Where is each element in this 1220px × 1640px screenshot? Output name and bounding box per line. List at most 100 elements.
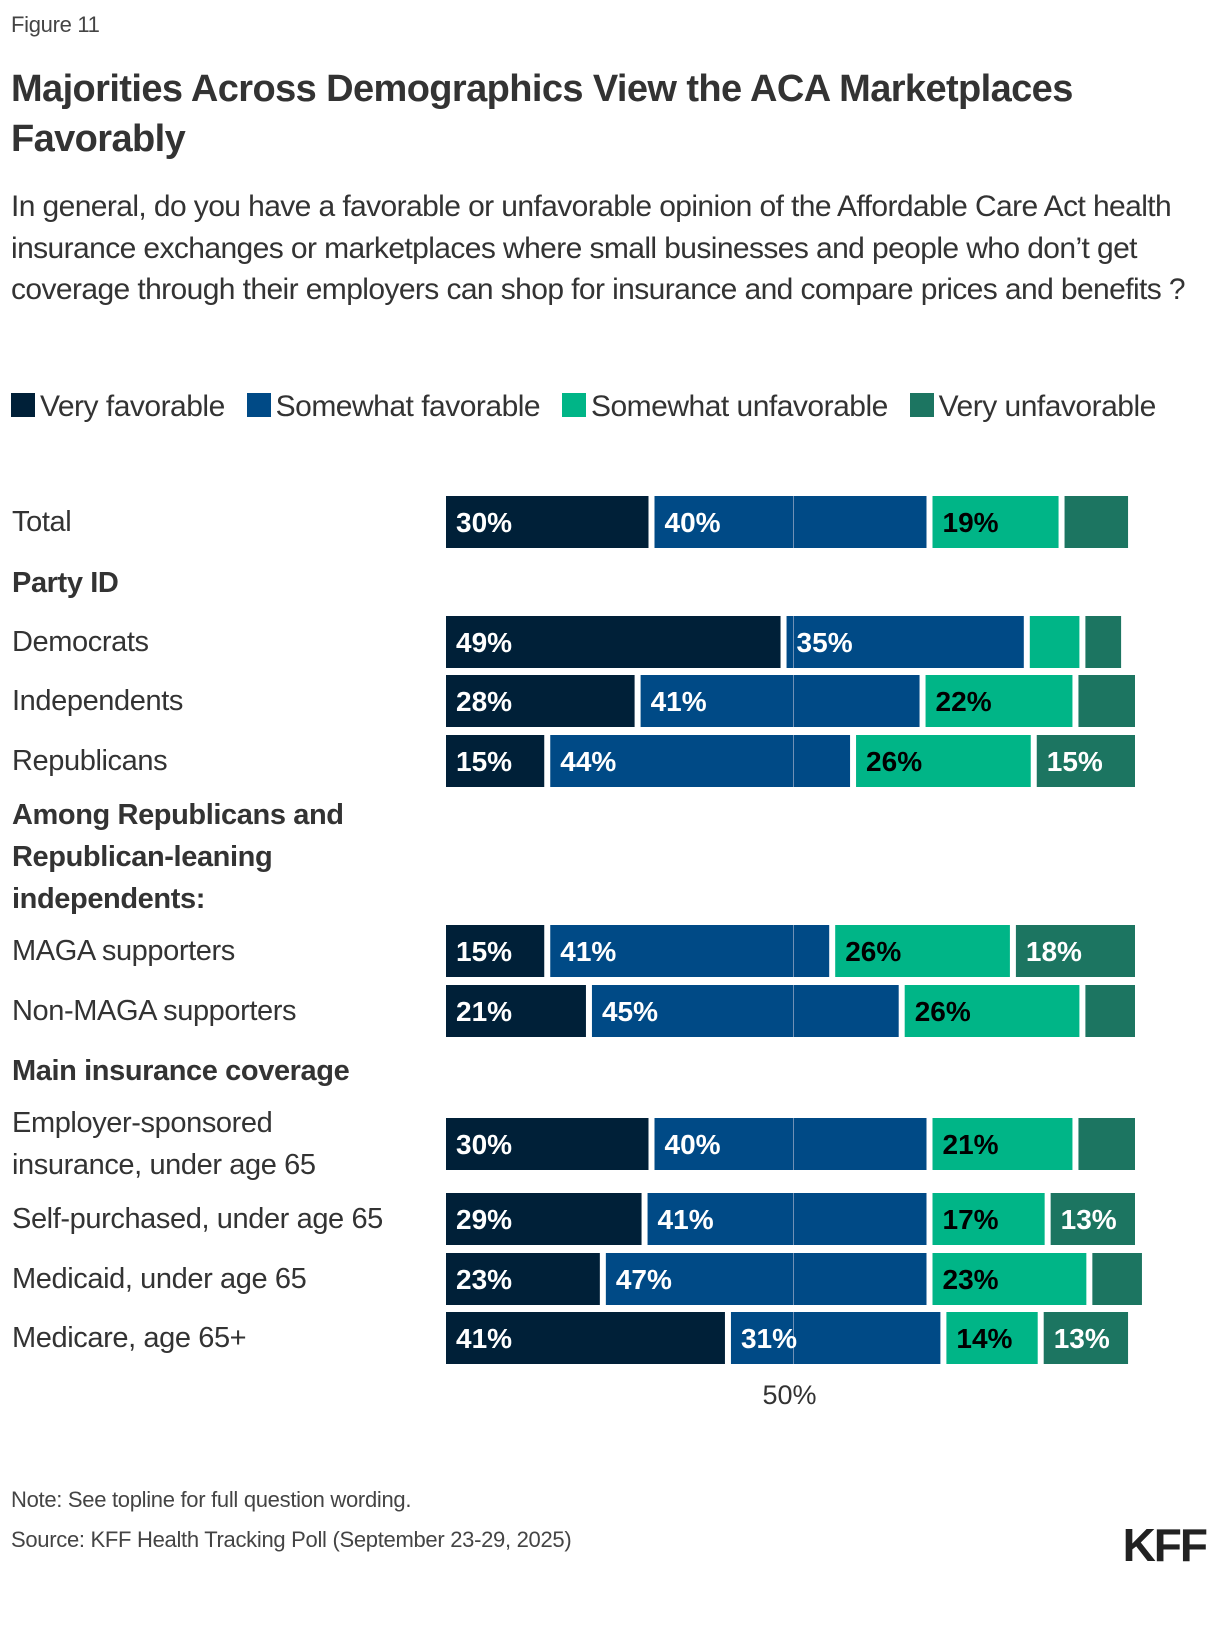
legend-label: Very favorable (40, 390, 225, 423)
bar-segment-very-favorable (446, 1312, 725, 1364)
bar-segment-somewhat-favorable (654, 1118, 927, 1170)
group-header-main-insurance-coverage: Main insurance coverage (12, 1055, 350, 1087)
legend-swatch-somewhat-unfavorable (561, 393, 586, 417)
legend-label: Somewhat favorable (275, 390, 541, 423)
data-label: 30% (456, 1129, 512, 1160)
bar-segment-very-unfavorable (1015, 925, 1135, 977)
bar-segment-very-unfavorable (1078, 1118, 1135, 1170)
legend-item-somewhat-unfavorable: Somewhat unfavorable (561, 390, 888, 423)
data-label: 13% (1054, 1323, 1110, 1354)
data-label: 15% (456, 746, 512, 777)
bar-segment-very-unfavorable (1050, 1193, 1135, 1245)
row-label: Independents (12, 685, 183, 717)
bar-segment-very-favorable (446, 675, 635, 727)
data-label: 23% (456, 1264, 512, 1295)
bar-segment-somewhat-favorable (640, 675, 920, 727)
legend: Very favorable Somewhat favorable Somewh… (11, 380, 1191, 433)
bar-segment-somewhat-unfavorable (925, 675, 1073, 727)
data-label: 13% (1061, 1204, 1117, 1235)
bar-row-medicaid-under-age-65: 23% 47% 23% (446, 1253, 1142, 1305)
bar-segment-very-unfavorable (1085, 616, 1122, 668)
bar-segment-very-favorable (446, 616, 781, 668)
row-label: Non-MAGA supporters (12, 995, 297, 1027)
row-label: Employer-sponsored insurance, under age … (12, 1107, 316, 1181)
kff-logo: KFF (1122, 1519, 1208, 1571)
data-label: 26% (915, 996, 971, 1027)
data-label: 31% (741, 1323, 797, 1354)
bar-segment-somewhat-favorable (654, 496, 927, 548)
bar-row-maga-supporters: 15% 41% 26% 18% (446, 925, 1135, 977)
data-label: 29% (456, 1204, 512, 1235)
source-text: Source: KFF Health Tracking Poll (Septem… (11, 1527, 572, 1552)
bar-segment-very-favorable (446, 1193, 642, 1245)
bar-segment-somewhat-favorable (730, 1312, 941, 1364)
bar-row-independents: 28% 41% 22% (446, 675, 1135, 727)
figure-label: Figure 11 (11, 12, 100, 37)
data-label: 41% (560, 936, 616, 967)
row-label: MAGA supporters (12, 935, 235, 967)
bar-row-self-purchased-under-age-65: 29% 41% 17% 13% (446, 1193, 1135, 1245)
data-label: 22% (936, 686, 992, 717)
data-label: 23% (943, 1264, 999, 1295)
data-label: 21% (943, 1129, 999, 1160)
bar-row-total: 30% 40% 19% (446, 496, 1129, 548)
bar-row-non-maga-supporters: 21% 45% 26% (446, 985, 1135, 1037)
data-label: 41% (658, 1204, 714, 1235)
data-label: 35% (797, 627, 853, 658)
data-label: 40% (665, 507, 721, 538)
data-label: 17% (943, 1204, 999, 1235)
bar-segment-somewhat-unfavorable (904, 985, 1080, 1037)
bar-segment-somewhat-favorable (605, 1253, 927, 1305)
legend-label: Somewhat unfavorable (590, 390, 888, 423)
bar-segment-very-unfavorable (1078, 675, 1135, 727)
row-label: Medicaid, under age 65 (12, 1263, 307, 1295)
data-label: 45% (602, 996, 658, 1027)
legend-item-very-unfavorable: Very unfavorable (909, 390, 1156, 423)
bar-segment-somewhat-favorable (786, 616, 1024, 668)
data-label: 15% (456, 936, 512, 967)
data-label: 41% (651, 686, 707, 717)
row-label: Democrats (12, 626, 149, 658)
bar-segment-somewhat-unfavorable (835, 925, 1010, 977)
chart-subtitle: In general, do you have a favorable or u… (11, 190, 1186, 306)
bar-segment-somewhat-favorable (591, 985, 899, 1037)
data-label: 41% (456, 1323, 512, 1354)
bar-segment-very-unfavorable (1092, 1253, 1142, 1305)
row-label: Republicans (12, 745, 168, 777)
bar-segment-somewhat-favorable (647, 1193, 927, 1245)
data-label: 18% (1026, 936, 1082, 967)
bar-segment-somewhat-favorable (550, 925, 830, 977)
legend-item-somewhat-favorable: Somewhat favorable (246, 390, 541, 423)
bar-segment-somewhat-unfavorable (932, 496, 1059, 548)
bar-segment-very-unfavorable (1036, 735, 1135, 787)
data-label: 26% (845, 936, 901, 967)
bar-segment-very-favorable (446, 985, 586, 1037)
bar-segment-very-favorable (446, 496, 649, 548)
bar-segment-very-favorable (446, 1253, 600, 1305)
data-label: 28% (456, 686, 512, 717)
chart-title: Majorities Across Demographics View the … (11, 68, 1073, 160)
bar-segment-somewhat-unfavorable (932, 1253, 1087, 1305)
data-label: 19% (943, 507, 999, 538)
row-label: Self-purchased, under age 65 (12, 1203, 383, 1235)
data-label: 15% (1047, 746, 1103, 777)
bar-segment-very-favorable (446, 735, 545, 787)
bar-segment-somewhat-favorable (550, 735, 851, 787)
row-label: Total (12, 506, 72, 538)
data-label: 40% (665, 1129, 721, 1160)
group-header-party-id: Party ID (12, 567, 119, 599)
data-label: 14% (956, 1323, 1012, 1354)
data-label: 21% (456, 996, 512, 1027)
data-label: 49% (456, 627, 512, 658)
data-label: 30% (456, 507, 512, 538)
legend-item-very-favorable: Very favorable (11, 390, 225, 423)
data-label: 26% (866, 746, 922, 777)
bar-row-democrats: 49% 35% (446, 616, 1122, 668)
bar-segment-somewhat-unfavorable (946, 1312, 1038, 1364)
legend-swatch-very-unfavorable (909, 393, 934, 417)
legend-swatch-somewhat-favorable (246, 393, 271, 417)
bar-segment-very-favorable (446, 1118, 649, 1170)
bar-segment-very-unfavorable (1064, 496, 1129, 548)
bar-segment-somewhat-unfavorable (932, 1193, 1045, 1245)
